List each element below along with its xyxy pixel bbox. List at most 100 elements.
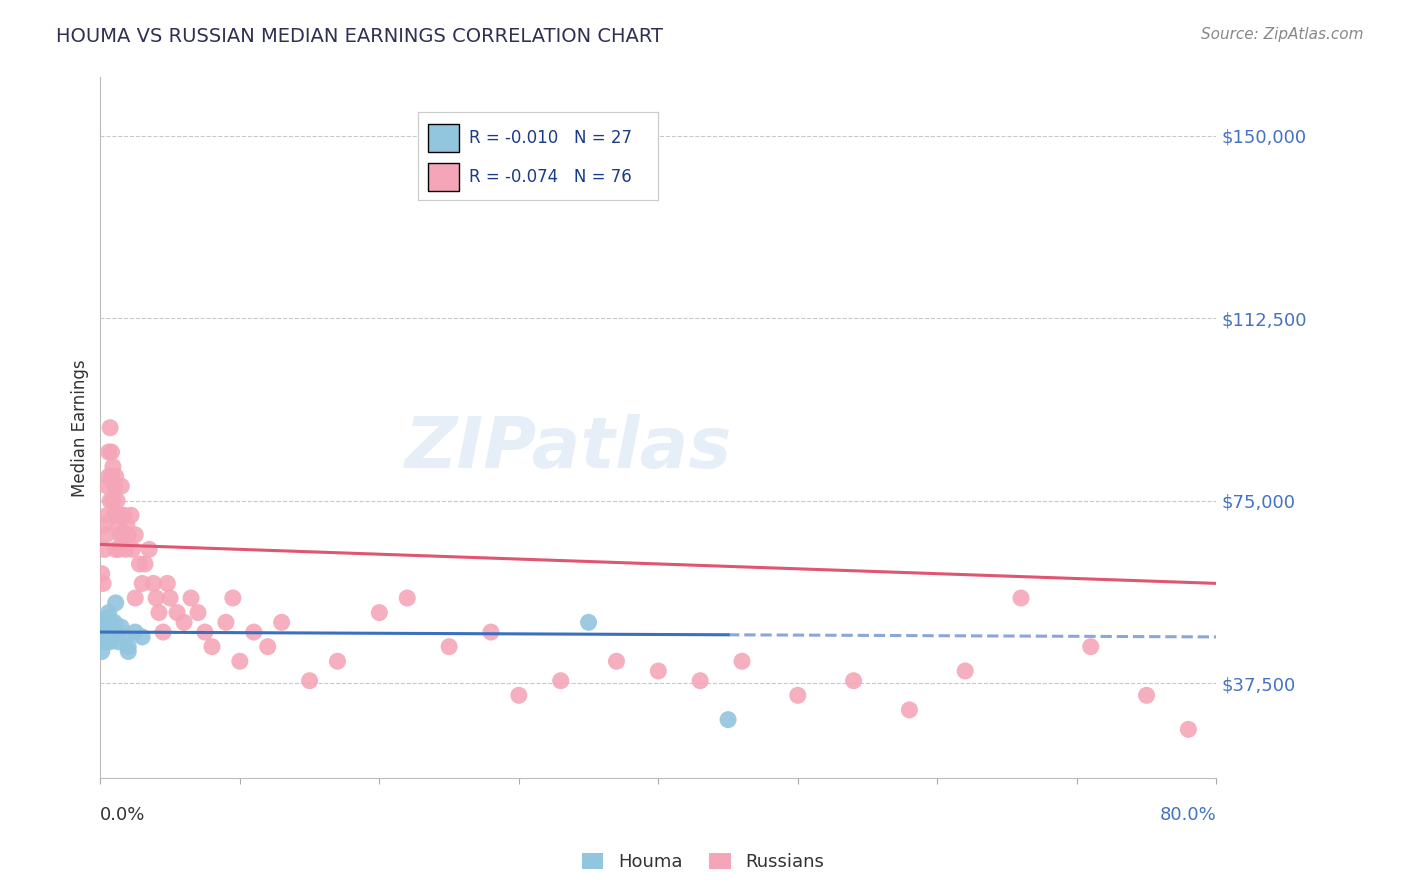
- Point: [786, 688, 808, 702]
- Text: 0.0%: 0.0%: [100, 806, 146, 824]
- Point: [96, 508, 118, 523]
- Point: [437, 640, 460, 654]
- Point: [97, 606, 120, 620]
- Point: [229, 654, 252, 668]
- Point: [117, 640, 139, 654]
- Point: [166, 606, 188, 620]
- Point: [93, 630, 115, 644]
- Point: [114, 542, 136, 557]
- Text: 80.0%: 80.0%: [1160, 806, 1216, 824]
- Point: [103, 479, 125, 493]
- Text: ZIPatlas: ZIPatlas: [405, 414, 733, 483]
- Point: [111, 528, 134, 542]
- Point: [124, 591, 146, 605]
- Point: [550, 673, 572, 688]
- Point: [105, 625, 128, 640]
- Point: [91, 634, 114, 648]
- Point: [104, 469, 127, 483]
- Point: [97, 445, 120, 459]
- Point: [98, 493, 121, 508]
- Point: [117, 644, 139, 658]
- Point: [605, 654, 627, 668]
- Point: [117, 528, 139, 542]
- Point: [134, 557, 156, 571]
- Point: [1135, 688, 1157, 702]
- Point: [94, 528, 117, 542]
- Point: [100, 445, 122, 459]
- Point: [112, 508, 135, 523]
- Point: [194, 625, 217, 640]
- Point: [124, 528, 146, 542]
- Point: [128, 557, 150, 571]
- Point: [121, 542, 143, 557]
- Point: [97, 469, 120, 483]
- Point: [98, 634, 121, 648]
- Point: [103, 508, 125, 523]
- Point: [97, 625, 120, 640]
- Point: [396, 591, 419, 605]
- Point: [104, 596, 127, 610]
- Point: [100, 625, 122, 640]
- Point: [717, 713, 740, 727]
- Point: [152, 625, 174, 640]
- Point: [159, 591, 181, 605]
- Point: [578, 615, 600, 630]
- Point: [90, 644, 112, 658]
- Point: [187, 606, 209, 620]
- Point: [689, 673, 711, 688]
- Point: [101, 459, 124, 474]
- Legend: Houma, Russians: Houma, Russians: [575, 846, 831, 879]
- Point: [1080, 640, 1102, 654]
- Point: [180, 591, 202, 605]
- Point: [110, 508, 132, 523]
- Point: [201, 640, 224, 654]
- Text: Source: ZipAtlas.com: Source: ZipAtlas.com: [1201, 27, 1364, 42]
- Point: [93, 542, 115, 557]
- Point: [148, 606, 170, 620]
- Text: HOUMA VS RUSSIAN MEDIAN EARNINGS CORRELATION CHART: HOUMA VS RUSSIAN MEDIAN EARNINGS CORRELA…: [56, 27, 664, 45]
- Point: [731, 654, 754, 668]
- Point: [94, 615, 117, 630]
- Point: [105, 493, 128, 508]
- Point: [138, 542, 160, 557]
- Point: [103, 615, 125, 630]
- Point: [90, 566, 112, 581]
- Point: [270, 615, 292, 630]
- Point: [114, 630, 136, 644]
- Point: [173, 615, 195, 630]
- Y-axis label: Median Earnings: Median Earnings: [72, 359, 89, 497]
- Point: [124, 625, 146, 640]
- Point: [1010, 591, 1032, 605]
- Point: [96, 479, 118, 493]
- Point: [101, 630, 124, 644]
- Point: [94, 634, 117, 648]
- Point: [91, 576, 114, 591]
- Point: [298, 673, 321, 688]
- Point: [131, 576, 153, 591]
- Point: [156, 576, 179, 591]
- Point: [104, 542, 127, 557]
- Point: [1177, 723, 1199, 737]
- Point: [142, 576, 165, 591]
- Point: [108, 528, 131, 542]
- Point: [107, 518, 129, 533]
- Point: [107, 634, 129, 648]
- Point: [120, 508, 142, 523]
- Point: [101, 493, 124, 508]
- Point: [96, 630, 118, 644]
- Point: [953, 664, 976, 678]
- Point: [115, 518, 138, 533]
- Point: [326, 654, 349, 668]
- Point: [842, 673, 865, 688]
- Point: [898, 703, 921, 717]
- Point: [508, 688, 530, 702]
- Point: [479, 625, 502, 640]
- Point: [110, 620, 132, 634]
- Point: [256, 640, 278, 654]
- Point: [145, 591, 167, 605]
- Point: [647, 664, 669, 678]
- Point: [93, 518, 115, 533]
- Point: [107, 542, 129, 557]
- Point: [222, 591, 245, 605]
- Point: [110, 479, 132, 493]
